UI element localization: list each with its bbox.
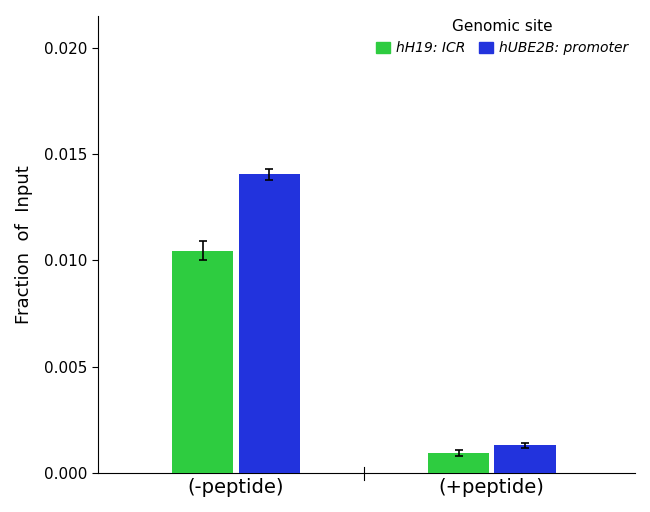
Legend: hH19: ICR, hUBE2B: promoter: hH19: ICR, hUBE2B: promoter [371,14,634,61]
Bar [495,445,556,473]
Bar [239,175,300,473]
Bar [428,453,489,473]
Bar [172,251,233,473]
Y-axis label: Fraction  of  Input: Fraction of Input [15,165,33,324]
